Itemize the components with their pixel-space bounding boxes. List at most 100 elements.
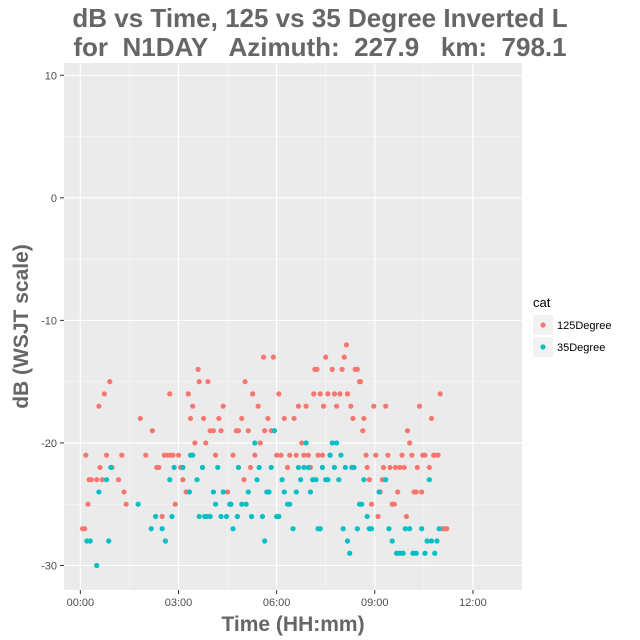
- data-point: [97, 464, 103, 471]
- data-point: [83, 452, 89, 458]
- data-point: [210, 489, 216, 495]
- data-point: [419, 489, 425, 495]
- legend-key-125Degree: [540, 322, 546, 328]
- data-point: [359, 501, 365, 507]
- series-35Degree: [84, 428, 442, 569]
- data-point: [336, 477, 342, 483]
- data-point: [354, 366, 360, 372]
- data-point: [298, 477, 304, 483]
- data-point: [190, 403, 196, 409]
- data-point: [320, 403, 327, 409]
- data-point: [96, 489, 102, 495]
- data-point: [334, 440, 340, 446]
- data-point: [170, 452, 176, 458]
- data-point: [262, 538, 268, 544]
- data-point: [103, 452, 110, 458]
- data-point: [235, 464, 242, 471]
- data-point: [207, 513, 213, 520]
- data-point: [416, 403, 423, 409]
- legend-label-35Degree: 35Degree: [557, 342, 605, 354]
- data-point: [149, 428, 155, 434]
- y-axis: 10 0 -10 -20 -30: [41, 70, 64, 572]
- data-point: [327, 452, 333, 458]
- data-point: [325, 477, 331, 483]
- data-point: [228, 501, 234, 507]
- x-tick-label: 09:00: [361, 597, 389, 609]
- data-point: [190, 452, 196, 458]
- data-point: [383, 403, 389, 409]
- data-point: [299, 440, 305, 446]
- data-point: [434, 538, 440, 544]
- data-point: [167, 391, 173, 397]
- data-point: [187, 415, 194, 422]
- data-point: [329, 440, 335, 446]
- data-point: [342, 464, 348, 471]
- data-point: [254, 477, 260, 483]
- data-point: [143, 452, 149, 458]
- data-point: [260, 354, 267, 360]
- data-point: [295, 464, 302, 471]
- data-point: [315, 452, 321, 458]
- data-point: [171, 464, 177, 471]
- data-point: [323, 354, 329, 360]
- data-point: [239, 415, 245, 422]
- data-point: [167, 477, 173, 483]
- data-point: [259, 513, 266, 520]
- data-point: [293, 452, 299, 458]
- data-point: [403, 513, 410, 520]
- data-point: [266, 489, 272, 495]
- x-axis-title: Time (HH:mm): [221, 613, 364, 636]
- data-point: [301, 452, 307, 458]
- data-point: [361, 415, 367, 422]
- data-point: [305, 452, 311, 458]
- data-point: [422, 452, 428, 458]
- data-point: [303, 403, 309, 409]
- data-point: [203, 440, 209, 446]
- data-point: [444, 526, 450, 532]
- data-point: [368, 526, 375, 532]
- data-point: [305, 464, 311, 471]
- data-point: [180, 477, 186, 483]
- x-tick-label: 06:00: [263, 597, 291, 609]
- data-point: [426, 464, 432, 471]
- data-point: [94, 562, 100, 569]
- y-tick-label: -20: [41, 438, 57, 450]
- data-point: [399, 452, 405, 458]
- data-point: [350, 415, 356, 422]
- data-point: [96, 403, 102, 409]
- data-point: [270, 354, 276, 360]
- data-point: [159, 526, 165, 532]
- data-point: [242, 379, 248, 385]
- data-point: [307, 489, 314, 495]
- data-point: [205, 379, 211, 385]
- data-point: [276, 513, 282, 520]
- data-point: [331, 464, 338, 471]
- data-point: [212, 501, 219, 507]
- data-point: [218, 428, 224, 434]
- data-point: [360, 428, 366, 434]
- data-point: [437, 391, 443, 397]
- data-point: [247, 464, 254, 471]
- data-point: [404, 428, 411, 434]
- data-point: [407, 526, 413, 532]
- data-point: [196, 513, 202, 520]
- data-point: [245, 428, 251, 434]
- data-point: [224, 489, 231, 495]
- data-point: [400, 550, 406, 556]
- data-point: [371, 403, 377, 409]
- data-point: [115, 477, 122, 483]
- grid-major: [64, 63, 522, 590]
- data-point: [295, 403, 302, 409]
- data-point: [366, 477, 372, 483]
- x-axis: 00:00 03:00 06:00 09:00 12:00: [67, 590, 487, 609]
- data-point: [278, 452, 284, 458]
- data-point: [364, 513, 370, 520]
- data-point: [351, 464, 357, 471]
- data-point: [413, 489, 419, 495]
- data-point: [344, 391, 351, 397]
- data-point: [252, 440, 258, 446]
- data-point: [290, 526, 296, 532]
- data-point: [210, 428, 216, 434]
- plot-panel: [64, 63, 522, 590]
